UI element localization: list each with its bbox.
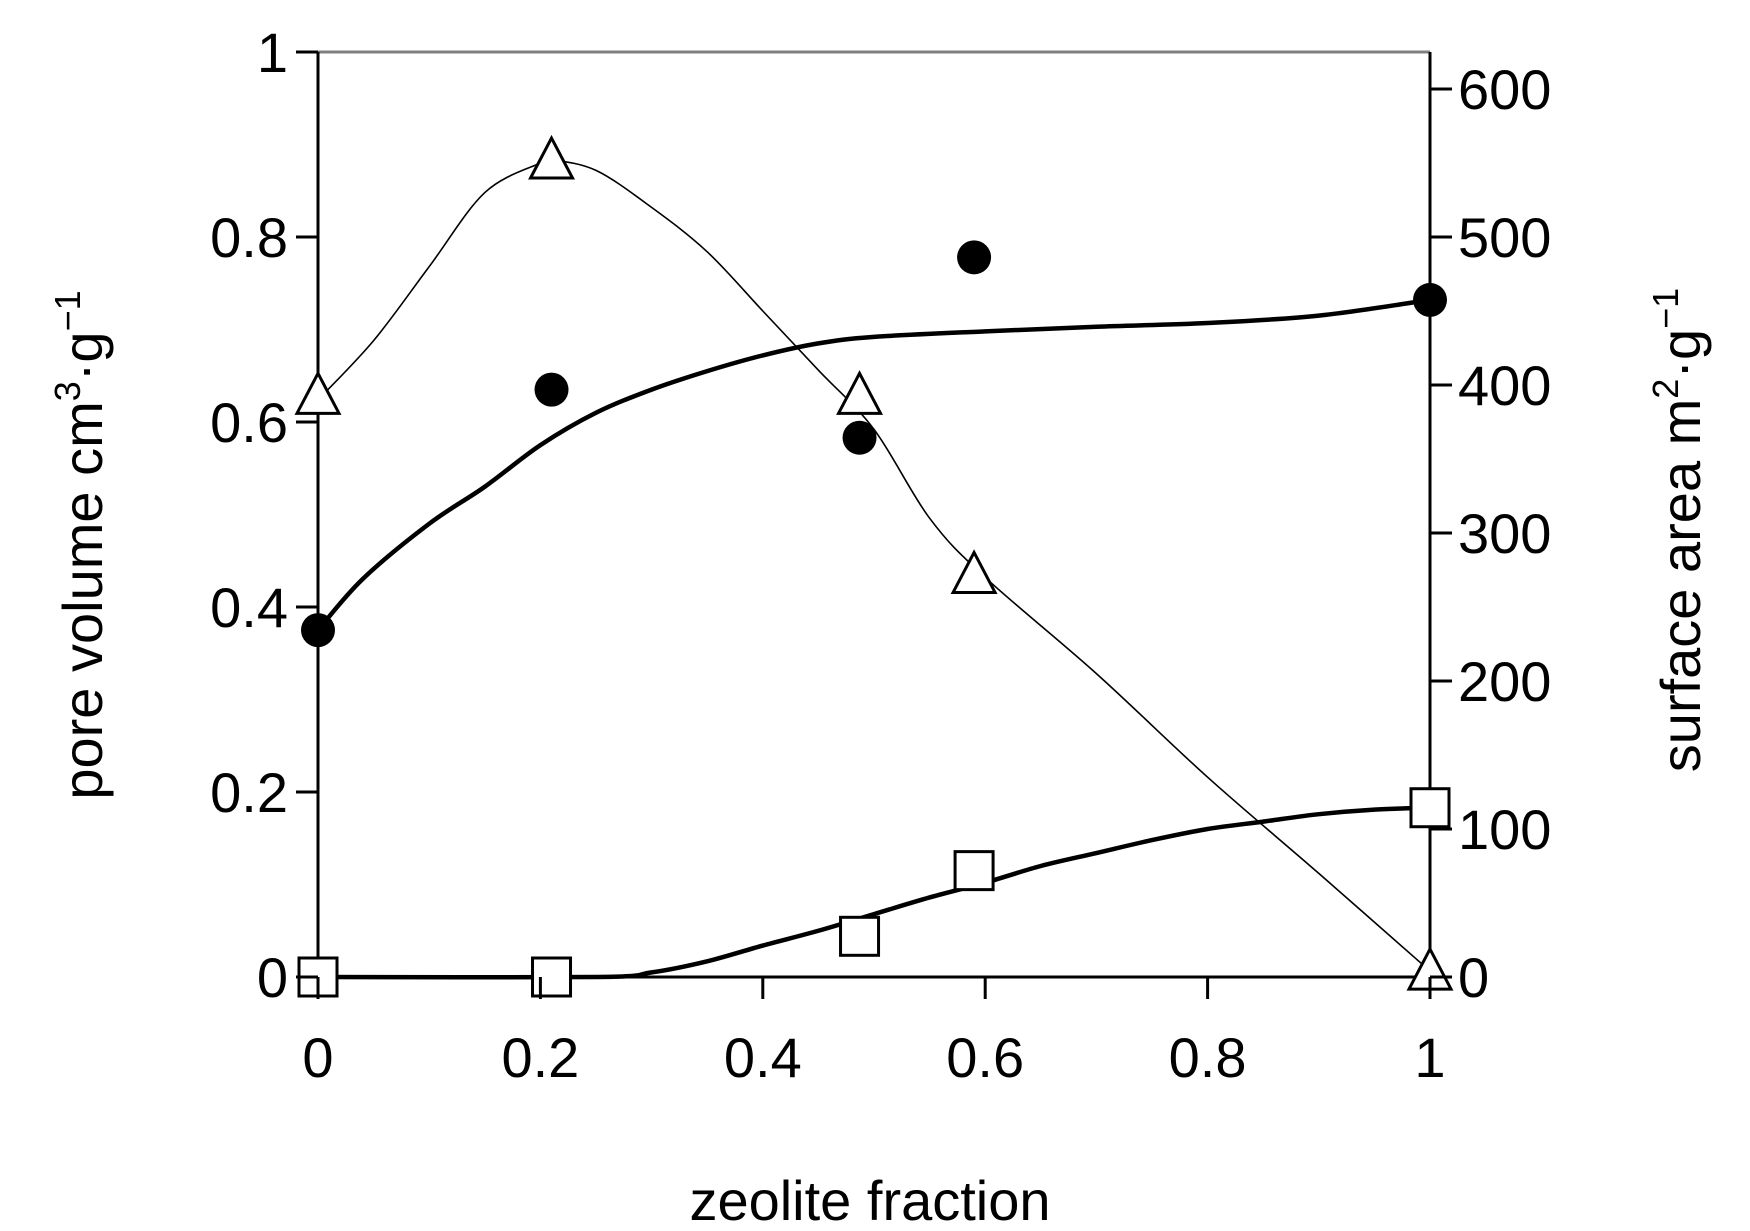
y2-tick-label: 300 [1458, 502, 1551, 565]
fit-line-open-triangle [317, 158, 1431, 972]
y-tick-label: 1 [257, 21, 288, 84]
fit-lines [315, 158, 1433, 980]
y2-tick-label: 0 [1458, 946, 1489, 1009]
data-point-triangle [950, 549, 998, 594]
x-tick-label: 0 [302, 1026, 333, 1089]
y2-axis-title-text: surface area m [1649, 399, 1712, 773]
x-axis-ticks: 0 0.2 0.4 0.6 0.8 1 [302, 977, 1446, 1089]
y-axis-title-sup2: −1 [47, 290, 88, 331]
x-tick-label: 0.8 [1169, 1026, 1247, 1089]
y-axis-title: pore volume cm3·g−1 [47, 290, 114, 799]
y2-tick-label: 100 [1458, 798, 1551, 861]
y-axis-title-mid: ·g [51, 331, 114, 381]
y-axis-ticks: 0 0.2 0.4 0.6 0.8 1 [210, 21, 318, 1009]
data-point-triangle [528, 134, 576, 180]
y2-tick-label: 600 [1458, 58, 1551, 121]
y2-axis-ticks: 0 100 200 300 400 500 600 [1430, 58, 1551, 1009]
y-axis-title-sup1: 3 [47, 381, 88, 401]
data-markers [294, 134, 1454, 998]
y2-axis-title-sup2: −1 [1645, 288, 1686, 329]
y-tick-label: 0 [257, 946, 288, 1009]
data-point-triangle [294, 370, 342, 415]
data-point-circle [301, 613, 335, 648]
x-tick-label: 1 [1414, 1026, 1445, 1089]
y2-axis-title-mid: ·g [1649, 329, 1712, 379]
x-axis-title: zeolite fraction [689, 1169, 1050, 1231]
data-point-circle [534, 372, 569, 407]
y2-tick-label: 500 [1458, 206, 1551, 269]
data-point-circle [1413, 282, 1447, 317]
y-tick-label: 0.8 [210, 206, 288, 269]
x-tick-label: 0.6 [946, 1026, 1024, 1089]
y2-axis-title: surface area m2·g−1 [1645, 288, 1712, 772]
y-tick-label: 0.4 [210, 576, 288, 639]
data-point-circle [957, 240, 992, 275]
data-point-triangle [836, 370, 884, 415]
data-point-circle [842, 420, 877, 455]
y2-axis-title-sup1: 2 [1645, 379, 1686, 399]
plot-frame [316, 50, 1432, 979]
y2-tick-label: 400 [1458, 354, 1551, 417]
x-tick-label: 0.4 [724, 1026, 802, 1089]
y-axis-title-text: pore volume cm [51, 401, 114, 799]
data-point-square [953, 850, 995, 892]
y-tick-label: 0.2 [210, 761, 288, 824]
data-point-square [839, 915, 881, 957]
x-tick-label: 0.2 [501, 1026, 579, 1089]
data-point-square [531, 956, 573, 998]
y-tick-label: 0.6 [210, 391, 288, 454]
fit-line-filled-circle [315, 297, 1433, 633]
y2-tick-label: 200 [1458, 650, 1551, 713]
data-point-square [1409, 787, 1451, 829]
